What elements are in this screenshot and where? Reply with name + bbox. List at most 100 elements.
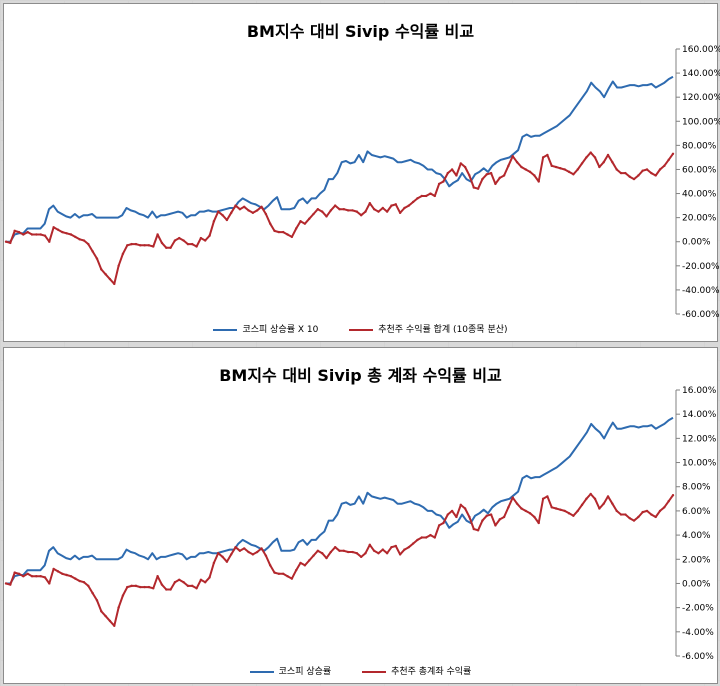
data-point <box>628 175 631 178</box>
data-point <box>126 585 129 589</box>
data-point <box>290 577 294 580</box>
data-point <box>260 547 263 550</box>
data-point <box>576 509 579 513</box>
data-point <box>411 542 415 545</box>
data-point <box>316 549 320 553</box>
data-point <box>52 567 55 571</box>
data-point <box>364 552 367 555</box>
data-point <box>186 584 190 588</box>
data-point <box>654 174 657 177</box>
legend-label: 코스피 상승률 <box>278 667 332 677</box>
data-point <box>602 502 605 505</box>
chart-panel-1[interactable]: BM지수 대비 Sivip 수익률 비교 160.00% 140.00% 120.0… <box>3 3 720 342</box>
data-point <box>139 585 142 589</box>
data-point <box>30 233 34 236</box>
chart-legend: 코스피 상승률 X 10 추천주 수익률 합계 (10종목 분산) <box>4 322 717 335</box>
data-point <box>550 506 553 509</box>
data-point <box>355 210 359 213</box>
data-point <box>385 552 389 555</box>
data-point <box>303 222 307 225</box>
data-point <box>22 233 25 236</box>
data-point <box>468 174 471 177</box>
data-point <box>230 553 233 556</box>
data-point <box>671 152 675 155</box>
data-point <box>411 200 415 204</box>
data-point <box>43 234 47 237</box>
data-point <box>134 584 138 588</box>
data-point <box>346 550 350 554</box>
data-point <box>320 552 324 555</box>
data-point <box>225 218 229 222</box>
data-point <box>632 519 636 522</box>
data-point <box>4 240 8 243</box>
data-point <box>433 536 436 539</box>
data-point <box>437 182 441 186</box>
data-point <box>139 244 142 247</box>
data-point <box>199 578 203 582</box>
data-point <box>650 513 653 516</box>
legend-line-fund <box>349 328 374 331</box>
data-point <box>394 544 398 548</box>
data-point <box>329 209 333 212</box>
data-point <box>559 167 562 170</box>
data-point <box>121 252 125 255</box>
y-tick-label: 140.00% <box>682 69 720 79</box>
y-tick-label: -6.00% <box>682 652 714 662</box>
data-point <box>186 242 190 246</box>
data-point <box>13 229 16 233</box>
data-point <box>108 277 112 281</box>
data-point <box>117 264 120 268</box>
data-point <box>364 210 367 213</box>
data-point <box>269 564 272 567</box>
data-point <box>43 576 47 579</box>
data-point <box>502 515 506 519</box>
data-point <box>403 206 406 210</box>
data-point <box>113 282 116 286</box>
data-point <box>511 155 514 158</box>
legend-label: 코스피 상승률 X 10 <box>242 325 319 335</box>
data-point <box>619 513 623 516</box>
data-point <box>394 203 398 206</box>
data-point <box>433 194 436 198</box>
data-point <box>82 581 86 584</box>
data-point <box>307 217 311 221</box>
data-point <box>667 158 670 162</box>
data-point <box>208 576 211 579</box>
data-point <box>624 513 627 516</box>
data-point <box>169 588 172 591</box>
legend-line-kospi <box>249 670 274 673</box>
data-point <box>333 545 337 549</box>
data-point <box>450 168 454 171</box>
data-point <box>602 161 605 164</box>
data-point <box>550 164 553 168</box>
data-point <box>191 584 194 588</box>
data-point <box>463 165 467 169</box>
chart-plot-1: 160.00% 140.00% 120.00% 100.00% 80.00% 60.00%… <box>4 45 720 320</box>
data-point <box>502 174 506 177</box>
data-point <box>485 173 488 176</box>
data-point <box>446 513 449 516</box>
data-point <box>286 233 289 236</box>
data-point <box>537 180 540 183</box>
data-point <box>191 242 194 246</box>
data-point <box>654 515 657 519</box>
data-point <box>507 164 510 168</box>
data-point <box>299 220 302 223</box>
series-line-kospi <box>6 75 674 243</box>
data-point <box>65 232 68 235</box>
data-point <box>611 161 614 164</box>
data-point <box>69 233 73 236</box>
chart-plot-2: 16.00% 14.00% 12.00% 10.00% 8.00% 6.00% 4.00% 2… <box>4 386 717 662</box>
data-point <box>273 571 276 574</box>
data-point <box>325 556 328 560</box>
chart-panel-2[interactable]: BM지수 대비 Sivip 총 계좌 수익률 비교 16.00% 14.00% 12… <box>3 347 718 684</box>
legend-line-fund <box>362 670 387 673</box>
data-point <box>147 244 151 247</box>
data-point <box>416 197 419 200</box>
data-point <box>407 204 410 207</box>
data-point <box>511 496 514 499</box>
data-point <box>30 575 34 578</box>
data-point <box>286 575 289 578</box>
data-point <box>658 168 662 171</box>
data-point <box>251 211 255 215</box>
